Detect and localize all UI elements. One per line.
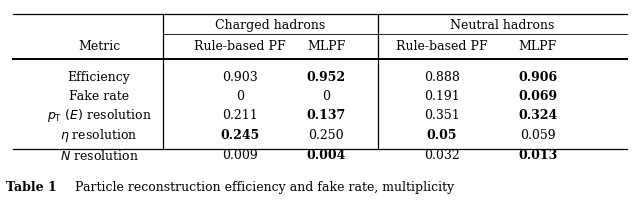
Text: Neutral hadrons: Neutral hadrons (450, 19, 555, 32)
Text: Metric: Metric (78, 40, 120, 53)
Text: Rule-based PF: Rule-based PF (194, 40, 286, 53)
Text: 0.211: 0.211 (222, 109, 258, 122)
Text: 0.245: 0.245 (220, 129, 260, 142)
Text: 0.013: 0.013 (518, 149, 557, 162)
Text: Fake rate: Fake rate (69, 90, 129, 103)
Text: 0.05: 0.05 (426, 129, 457, 142)
Text: $\eta$ resolution: $\eta$ resolution (61, 127, 138, 144)
Text: Efficiency: Efficiency (68, 71, 131, 84)
Text: 0.004: 0.004 (307, 149, 346, 162)
Text: 0.191: 0.191 (424, 90, 460, 103)
Text: Charged hadrons: Charged hadrons (215, 19, 326, 32)
Text: 0.032: 0.032 (424, 149, 460, 162)
Text: 0.059: 0.059 (520, 129, 556, 142)
Text: MLPF: MLPF (518, 40, 557, 53)
Text: Particle reconstruction efficiency and fake rate, multiplicity: Particle reconstruction efficiency and f… (67, 181, 454, 194)
Text: 0.903: 0.903 (222, 71, 258, 84)
Text: 0.888: 0.888 (424, 71, 460, 84)
Text: 0.069: 0.069 (518, 90, 557, 103)
Text: 0.952: 0.952 (307, 71, 346, 84)
Text: 0: 0 (236, 90, 244, 103)
Text: Rule-based PF: Rule-based PF (396, 40, 488, 53)
Text: 0.906: 0.906 (518, 71, 557, 84)
Text: 0.137: 0.137 (307, 109, 346, 122)
Text: 0.324: 0.324 (518, 109, 557, 122)
Text: 0.009: 0.009 (222, 149, 258, 162)
Text: MLPF: MLPF (307, 40, 346, 53)
Text: $p_{\rm T}$ $(E)$ resolution: $p_{\rm T}$ $(E)$ resolution (47, 107, 152, 124)
Text: $N$ resolution: $N$ resolution (60, 149, 139, 163)
Text: 0.351: 0.351 (424, 109, 460, 122)
Text: Table 1: Table 1 (6, 181, 57, 194)
Text: 0: 0 (323, 90, 330, 103)
Text: 0.250: 0.250 (308, 129, 344, 142)
